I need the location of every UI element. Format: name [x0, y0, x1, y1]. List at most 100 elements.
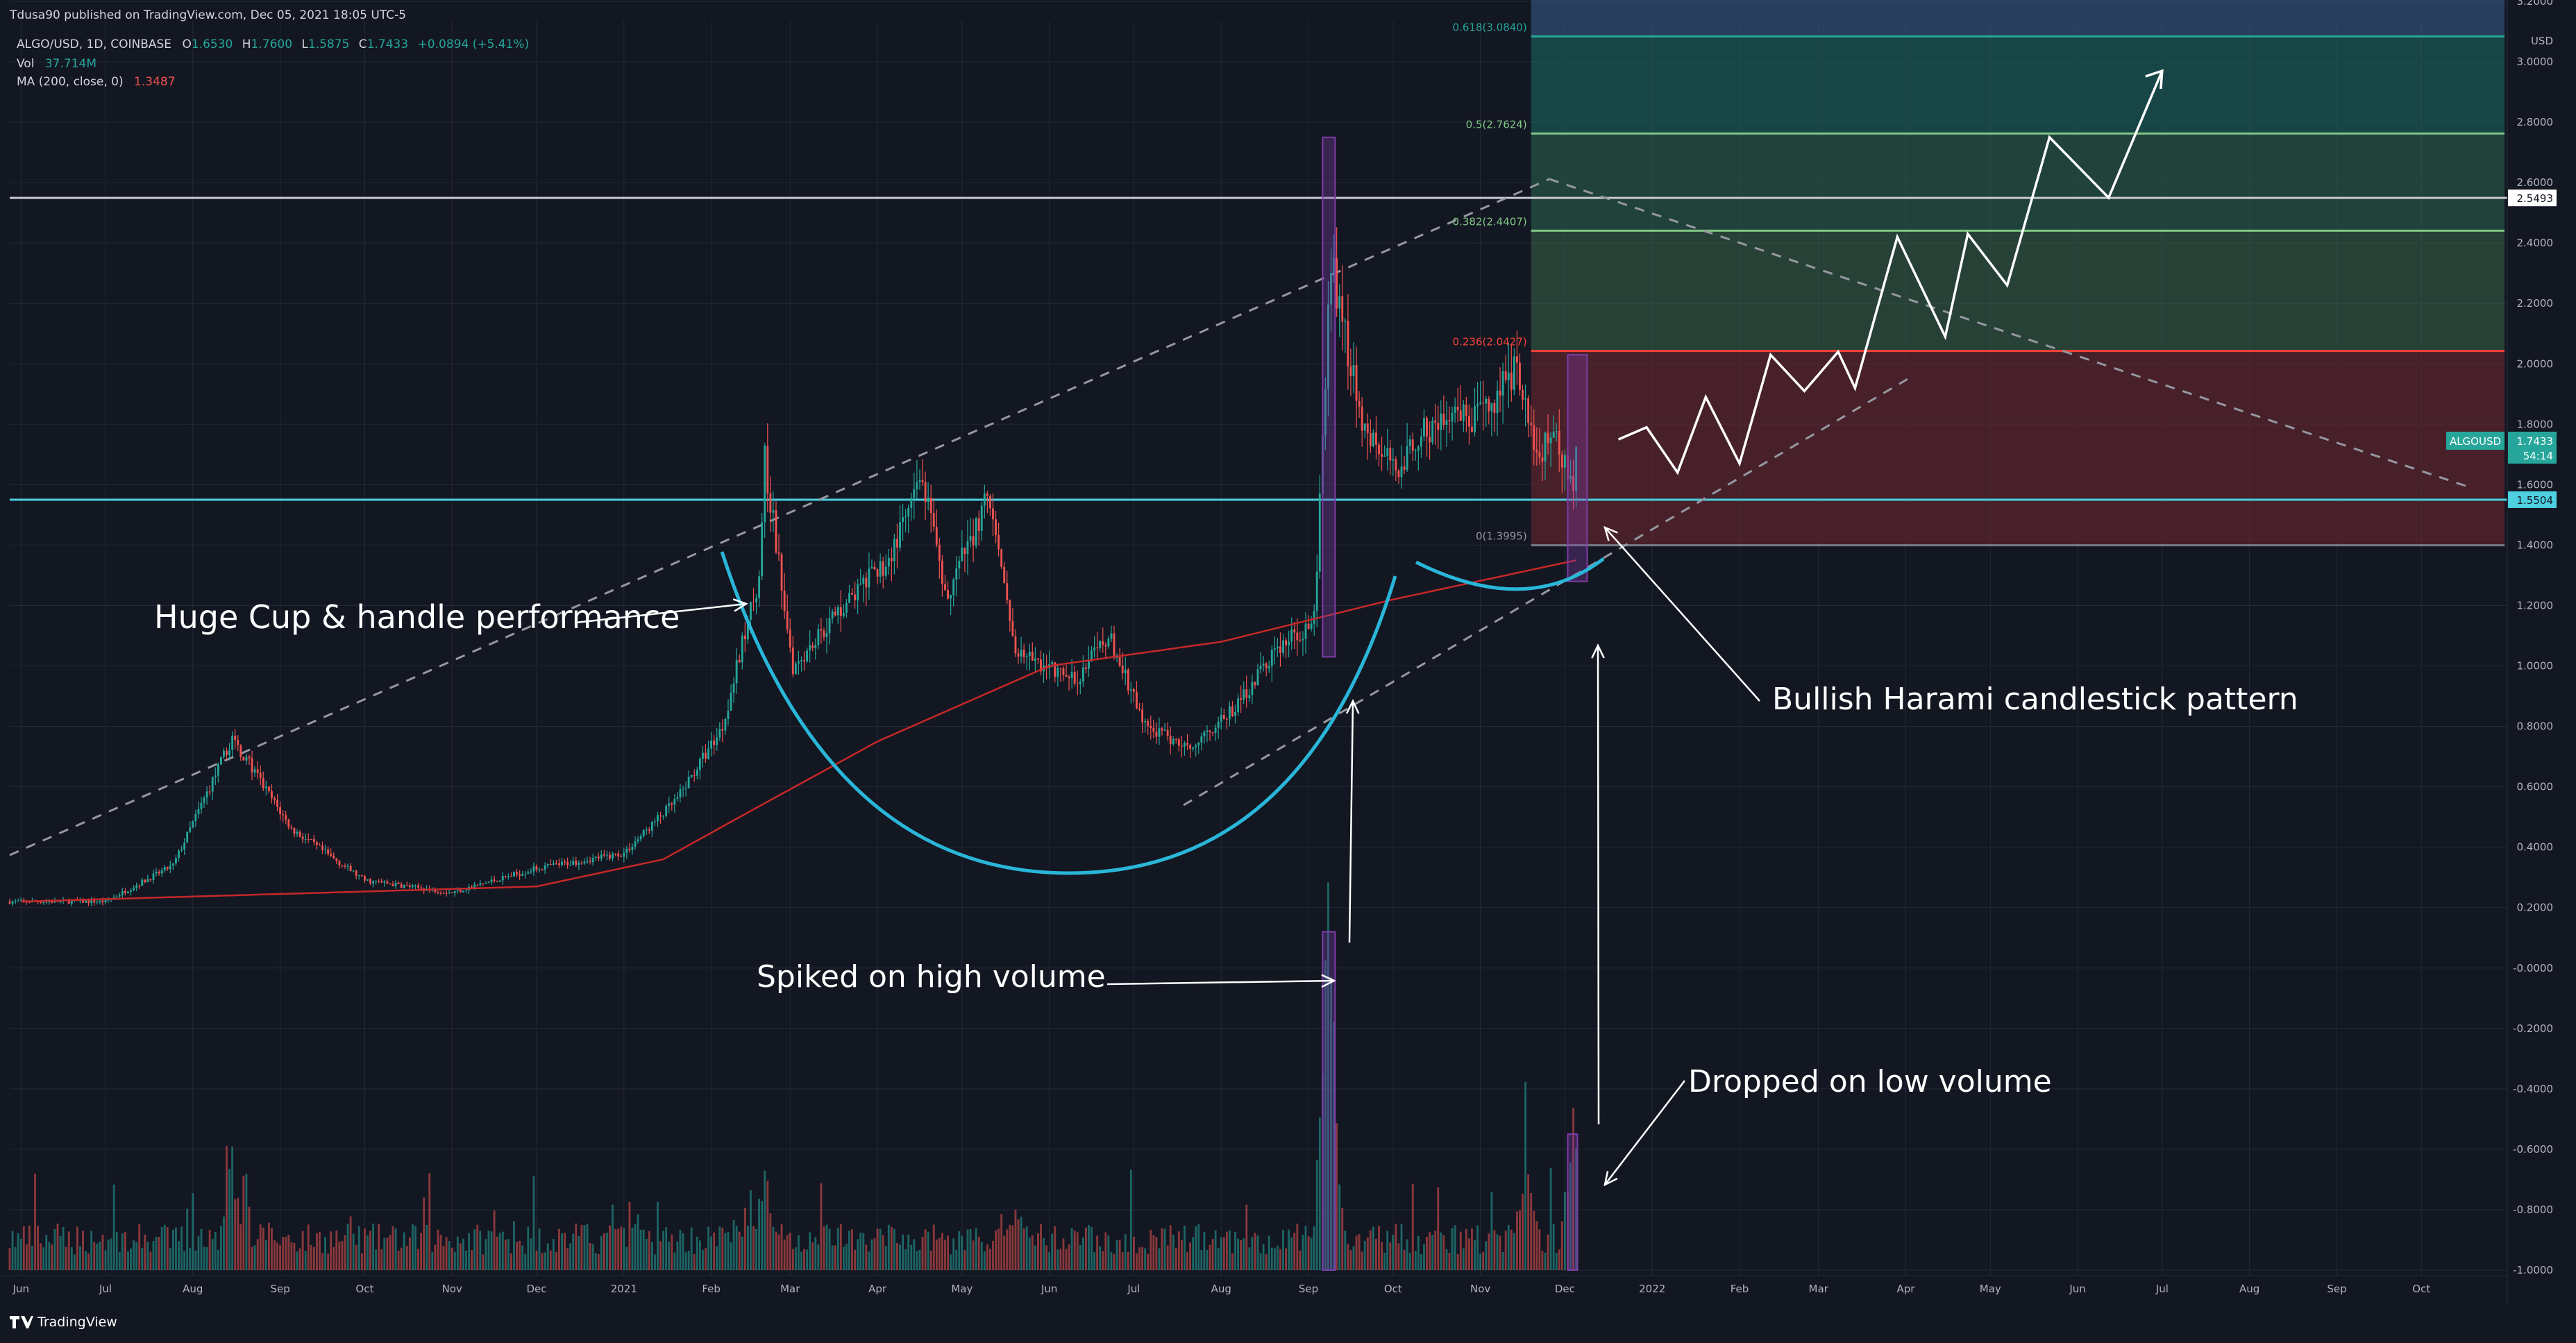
volume-bar	[11, 1231, 14, 1270]
volume-bar	[1448, 1253, 1451, 1270]
volume-bar	[1414, 1251, 1417, 1270]
candle-body	[146, 879, 149, 883]
volume-bar	[876, 1228, 879, 1270]
candle-body	[42, 902, 45, 903]
volume-bar	[995, 1230, 997, 1270]
harami-volume-highlight[interactable]	[1567, 1133, 1579, 1271]
candle-body	[1474, 406, 1476, 432]
volume-bar	[127, 1251, 129, 1270]
volume-bar	[1515, 1211, 1518, 1270]
rising-support-line[interactable]	[1183, 377, 1910, 806]
volume-bar	[887, 1224, 890, 1270]
candle-body	[1197, 742, 1200, 746]
spike-volume-highlight[interactable]	[1322, 931, 1336, 1272]
candle-body	[924, 482, 927, 502]
candle-body	[972, 536, 975, 546]
candle-body	[1282, 640, 1284, 653]
volume-bar	[118, 1252, 121, 1270]
moving-average	[21, 559, 1576, 903]
volume-bar	[1209, 1244, 1211, 1270]
candle-body	[772, 510, 775, 513]
y-tick-label: 3.2000	[2517, 0, 2554, 8]
candle-body	[1251, 682, 1254, 695]
candle-body	[617, 853, 620, 856]
rising-channel-upper-line[interactable]	[9, 178, 1550, 856]
candle-body	[101, 900, 104, 903]
candle-body	[780, 554, 783, 591]
volume-bar	[966, 1229, 969, 1270]
volume-bar	[1527, 1174, 1530, 1270]
volume-legend[interactable]: Vol 37.714M	[17, 57, 96, 71]
candle-body	[1254, 682, 1256, 686]
volume-bar	[932, 1224, 935, 1270]
candle-body	[1330, 273, 1332, 305]
low-volume-arrow[interactable]	[1604, 1080, 1685, 1185]
ma-legend[interactable]: MA (200, close, 0) 1.3487	[17, 75, 176, 89]
volume-bar	[445, 1237, 448, 1270]
candle-body	[152, 873, 155, 881]
candle-body	[200, 802, 203, 809]
candle-body	[285, 815, 287, 820]
volume-bar	[572, 1233, 575, 1270]
fib-zone-0618	[1531, 36, 2505, 134]
volume-bar	[924, 1229, 927, 1270]
tradingview-brand[interactable]: TradingView	[37, 1315, 117, 1330]
spike-candle-highlight[interactable]	[1322, 136, 1336, 658]
candle-body	[1099, 641, 1102, 648]
price-tag-countdown: 54:14	[2523, 450, 2553, 462]
handle-curve[interactable]	[1415, 557, 1605, 591]
volume-bar	[335, 1230, 338, 1270]
symbol-legend[interactable]: ALGO/USD, 1D, COINBASE O1.6530 H1.7600 L…	[17, 37, 529, 51]
candle-body	[904, 516, 907, 518]
candle-body	[1006, 583, 1009, 600]
candle-body	[1256, 669, 1259, 686]
candle-body	[702, 752, 704, 759]
volume-bar	[961, 1235, 963, 1270]
candle-body	[1124, 669, 1127, 673]
candle-body	[1073, 672, 1076, 684]
volume-bar	[304, 1251, 307, 1270]
x-tick-label: Dec	[526, 1283, 546, 1295]
volume-spike-arrow[interactable]	[1106, 979, 1335, 986]
volume-bar	[31, 1246, 33, 1270]
volume-bar	[380, 1249, 383, 1270]
volume-bar	[1288, 1229, 1290, 1270]
ma-200-line[interactable]	[21, 559, 1576, 903]
ohlc-high-label: H	[242, 37, 251, 51]
candle-body	[296, 831, 298, 834]
candle-body	[93, 899, 96, 903]
volume-bar	[1575, 1148, 1578, 1270]
candle-body	[124, 890, 126, 893]
ohlc-low-label: L	[301, 37, 308, 51]
candle-body	[879, 561, 882, 577]
x-tick-label: Mar	[1809, 1283, 1829, 1295]
candle-body	[1025, 656, 1028, 657]
volume-bar	[1150, 1229, 1152, 1270]
candle-body	[623, 852, 625, 857]
volume-bar	[1088, 1225, 1090, 1270]
candle-body	[400, 884, 403, 888]
candle-body	[1541, 457, 1544, 462]
projection-path[interactable]	[1617, 70, 2164, 475]
harami-up-arrow[interactable]	[1597, 645, 1600, 1125]
tradingview-logo-icon[interactable]	[10, 1315, 33, 1333]
volume-bar	[1031, 1235, 1034, 1270]
candle-body	[743, 635, 746, 640]
candle-body	[1471, 426, 1473, 432]
volume-bar	[617, 1228, 620, 1270]
candle-body	[1228, 706, 1231, 720]
candle-body	[1347, 321, 1349, 366]
candle-body	[1296, 632, 1299, 641]
cup-curve[interactable]	[720, 551, 1397, 875]
spike-up-arrow[interactable]	[1348, 700, 1354, 943]
volume-bar	[1222, 1237, 1225, 1270]
candle-body	[791, 647, 794, 675]
cup-handle-arrow[interactable]	[575, 602, 747, 624]
harami-arrow[interactable]	[1604, 527, 1760, 702]
candle-body	[572, 861, 575, 865]
volume-bar	[1429, 1232, 1431, 1270]
harami-candle-highlight[interactable]	[1567, 354, 1588, 582]
volume-bar	[752, 1226, 755, 1270]
